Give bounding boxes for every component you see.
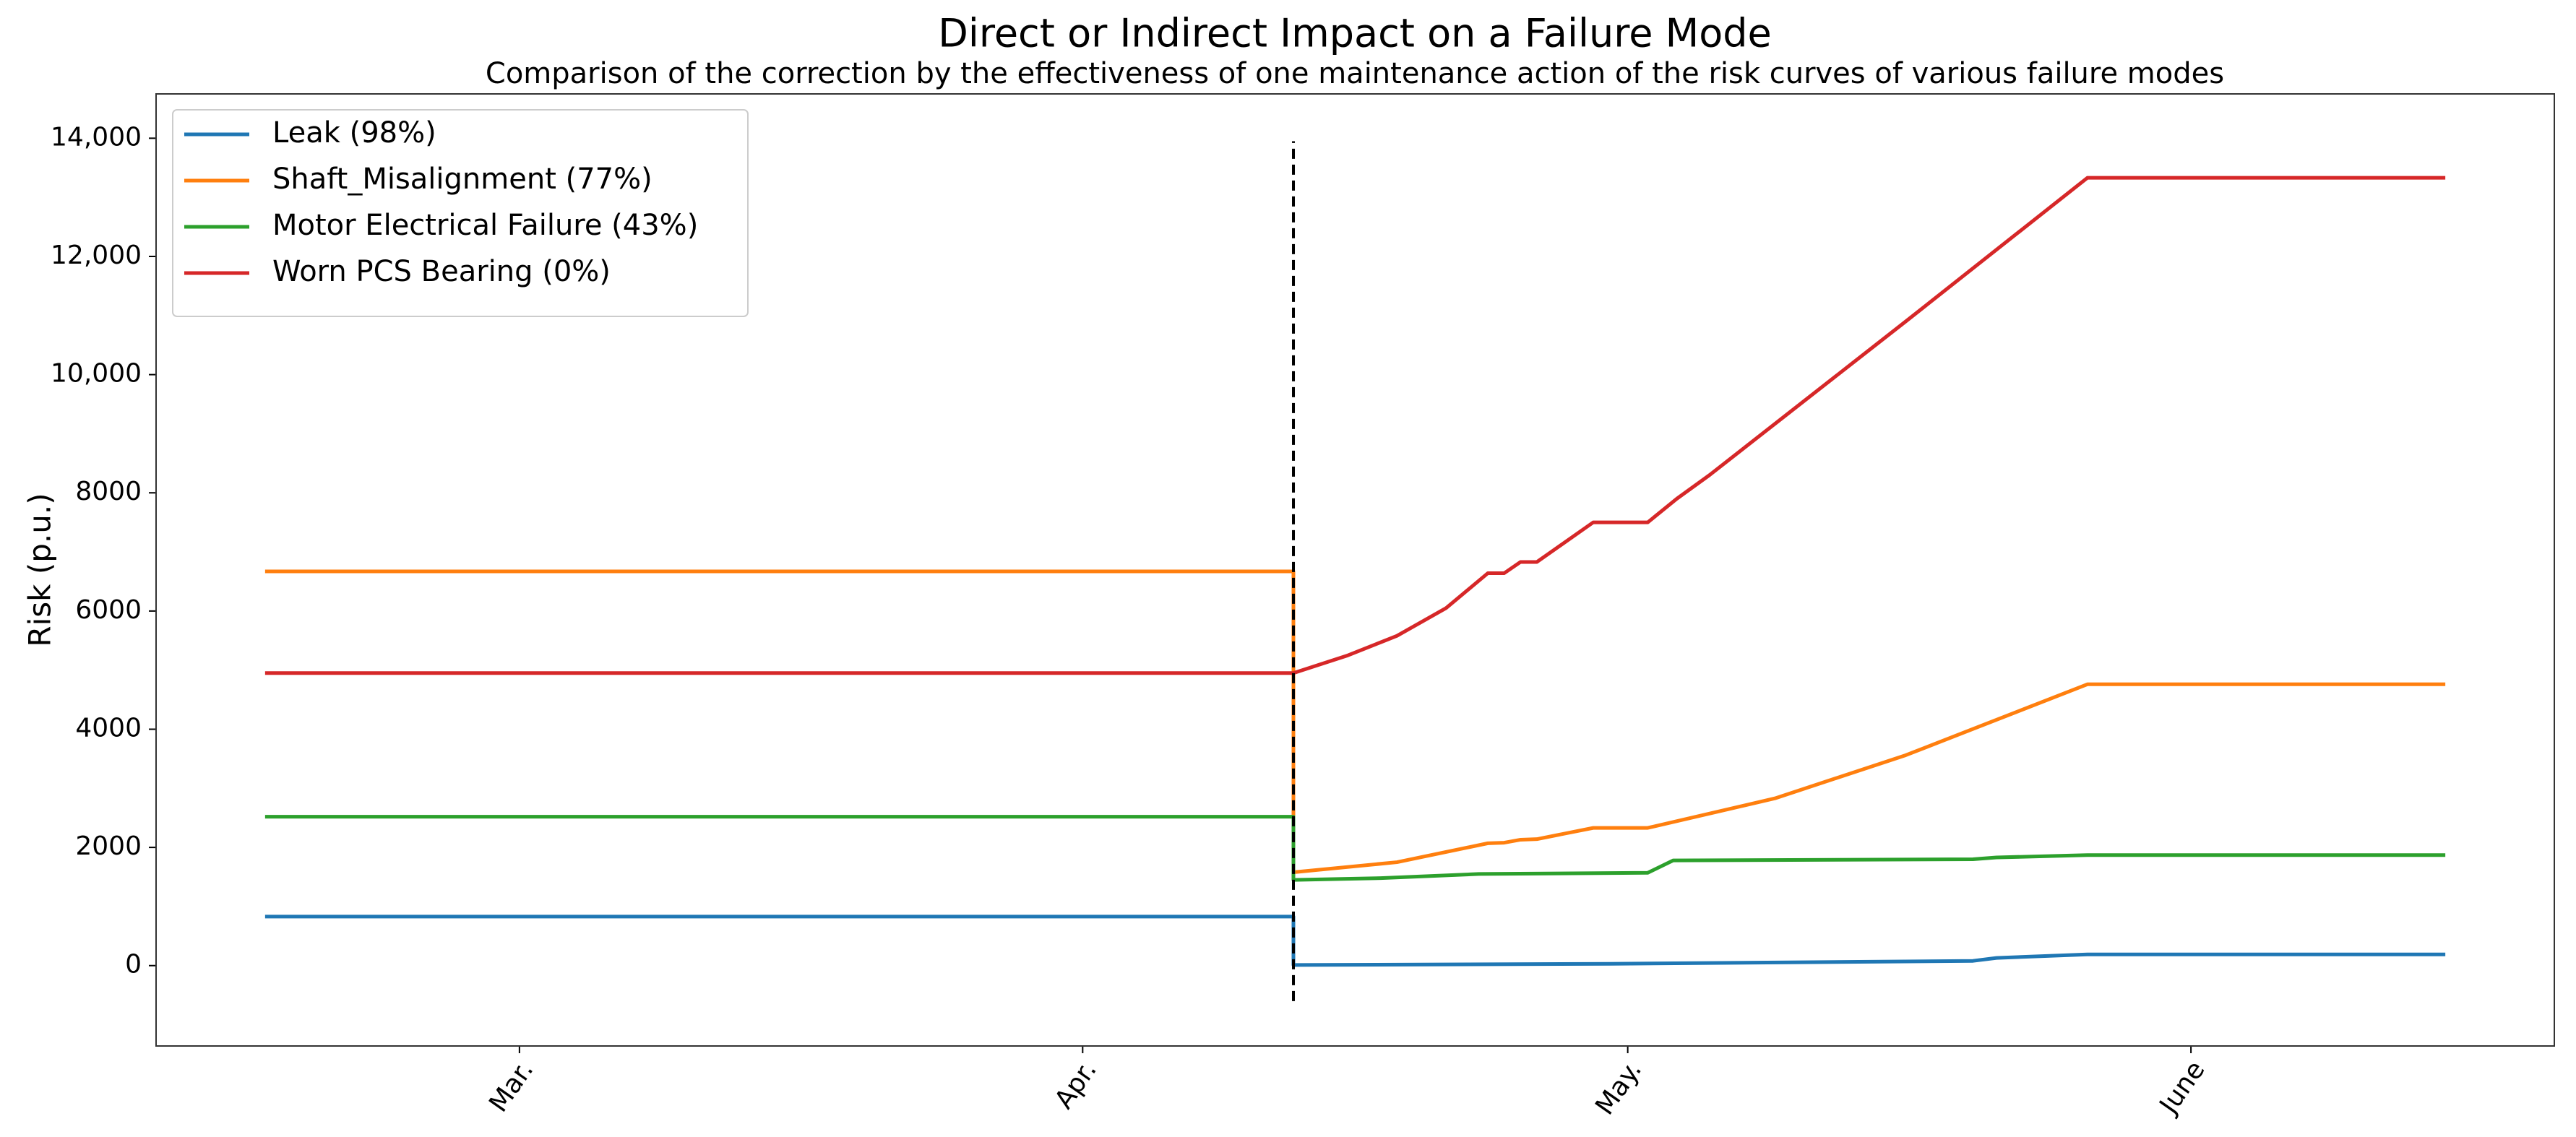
y-tick-label: 2000: [75, 831, 142, 861]
y-tick-label: 0: [125, 950, 142, 980]
legend-box: [172, 109, 749, 317]
x-tick-label: May.: [1590, 1055, 1647, 1120]
x-tick-label: Apr.: [1049, 1055, 1103, 1114]
legend-label: Motor Electrical Failure (43%): [272, 209, 698, 242]
legend-label: Leak (98%): [272, 116, 436, 150]
y-tick-label: 12,000: [51, 241, 142, 270]
chart-subtitle: Comparison of the correction by the effe…: [486, 57, 2224, 90]
y-tick-label: 4000: [75, 713, 142, 743]
series-line: [264, 569, 2446, 874]
x-tick-label: Mar.: [483, 1055, 539, 1117]
y-tick-label: 8000: [75, 477, 142, 506]
plot-frame: [155, 93, 2555, 1047]
y-axis-label: Risk (p.u.): [22, 493, 58, 647]
y-tick-label: 14,000: [51, 122, 142, 152]
series-line: [264, 815, 2446, 882]
x-tick-label: June: [2153, 1055, 2211, 1120]
legend-label: Shaft_Misalignment (77%): [272, 163, 652, 196]
chart-title: Direct or Indirect Impact on a Failure M…: [938, 11, 1772, 56]
series-line: [264, 915, 2446, 967]
y-tick-label: 10,000: [51, 359, 142, 389]
series-line: [264, 176, 2446, 675]
legend-label: Worn PCS Bearing (0%): [272, 255, 611, 288]
y-tick-label: 6000: [75, 595, 142, 625]
